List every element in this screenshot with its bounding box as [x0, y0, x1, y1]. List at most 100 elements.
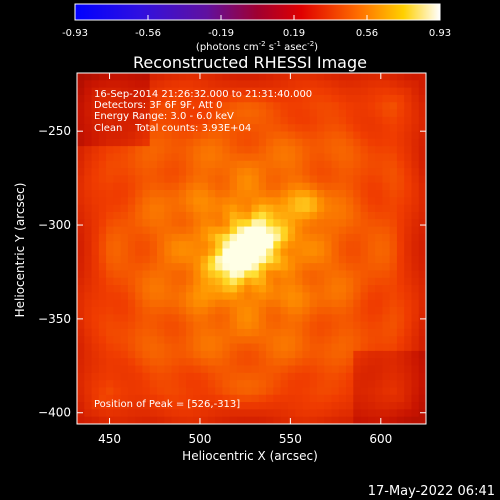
heatmap-cell	[338, 175, 347, 184]
heatmap-cell	[389, 233, 398, 242]
heatmap-cell	[149, 109, 158, 118]
heatmap-cell	[258, 102, 267, 111]
heatmap-cell	[222, 73, 231, 81]
heatmap-cell	[207, 94, 216, 103]
heatmap-cell	[236, 138, 245, 147]
heatmap-cell	[287, 131, 296, 140]
heatmap-cell	[149, 270, 158, 279]
heatmap-cell	[244, 387, 253, 396]
heatmap-cell	[164, 285, 173, 293]
heatmap-cell	[338, 168, 347, 176]
heatmap-cell	[171, 328, 180, 337]
heatmap-cell	[98, 241, 107, 250]
heatmap-cell	[396, 175, 405, 184]
heatmap-cell	[178, 409, 187, 418]
heatmap-cell	[346, 153, 354, 162]
heatmap-cell	[193, 307, 202, 315]
heatmap-cell	[135, 409, 144, 418]
heatmap-cell	[367, 328, 376, 337]
heatmap-cell	[382, 416, 391, 424]
heatmap-cell	[186, 263, 194, 272]
heatmap-cell	[331, 219, 340, 228]
heatmap-cell	[127, 80, 136, 89]
heatmap-cell	[273, 314, 282, 323]
heatmap-cell	[309, 211, 318, 220]
heatmap-cell	[207, 73, 216, 81]
heatmap-cell	[309, 109, 318, 118]
heatmap-cell	[302, 204, 311, 213]
heatmap-cell	[164, 402, 173, 410]
heatmap-cell	[324, 409, 333, 418]
heatmap-cell	[222, 394, 231, 403]
heatmap-cell	[309, 263, 318, 272]
heatmap-cell	[164, 270, 173, 279]
heatmap-cell	[375, 226, 383, 235]
heatmap-cell	[98, 94, 107, 103]
heatmap-cell	[338, 409, 347, 418]
heatmap-cell	[98, 336, 107, 345]
heatmap-cell	[375, 380, 383, 389]
heatmap-cell	[171, 204, 180, 213]
heatmap-cell	[331, 175, 340, 184]
heatmap-cell	[229, 197, 238, 206]
heatmap-cell	[309, 175, 318, 184]
heatmap-cell	[324, 292, 333, 301]
heatmap-cell	[287, 241, 296, 250]
heatmap-cell	[186, 124, 194, 133]
heatmap-cell	[295, 102, 303, 111]
heatmap-cell	[127, 146, 136, 155]
heatmap-cell	[207, 241, 216, 250]
heatmap-cell	[273, 350, 282, 359]
heatmap-cell	[156, 248, 165, 257]
heatmap-cell	[106, 380, 114, 389]
heatmap-cell	[324, 168, 333, 176]
heatmap-cell	[411, 336, 420, 345]
heatmap-cell	[346, 255, 354, 264]
heatmap-cell	[98, 160, 107, 169]
heatmap-cell	[244, 285, 253, 293]
heatmap-cell	[295, 372, 303, 381]
heatmap-cell	[389, 365, 398, 374]
heatmap-cell	[389, 285, 398, 293]
heatmap-cell	[287, 314, 296, 323]
heatmap-cell	[258, 168, 267, 176]
heatmap-cell	[186, 204, 194, 213]
heatmap-cell	[84, 358, 93, 367]
heatmap-cell	[135, 94, 144, 103]
heatmap-cell	[251, 138, 260, 147]
heatmap-cell	[346, 87, 354, 96]
heatmap-cell	[266, 226, 274, 235]
heatmap-cell	[273, 219, 282, 228]
heatmap-cell	[98, 175, 107, 184]
heatmap-cell	[389, 350, 398, 359]
heatmap-cell	[316, 131, 325, 140]
heatmap-cell	[382, 328, 391, 337]
heatmap-cell	[302, 73, 311, 81]
heatmap-cell	[106, 402, 114, 410]
heatmap-cell	[193, 153, 202, 162]
heatmap-cell	[287, 219, 296, 228]
heatmap-cell	[229, 124, 238, 133]
heatmap-cell	[164, 358, 173, 367]
heatmap-cell	[287, 211, 296, 220]
heatmap-cell	[164, 116, 173, 125]
heatmap-cell	[302, 285, 311, 293]
heatmap-cell	[331, 365, 340, 374]
heatmap-cell	[404, 372, 413, 381]
heatmap-cell	[251, 380, 260, 389]
heatmap-cell	[229, 182, 238, 191]
heatmap-cell	[338, 270, 347, 279]
heatmap-cell	[331, 160, 340, 169]
heatmap-cell	[215, 80, 224, 89]
heatmap-cell	[127, 350, 136, 359]
heatmap-cell	[142, 409, 151, 418]
heatmap-cell	[411, 116, 420, 125]
heatmap-cell	[229, 138, 238, 147]
heatmap-cell	[244, 94, 253, 103]
heatmap-cell	[324, 138, 333, 147]
heatmap-cell	[77, 358, 85, 367]
heatmap-cell	[346, 387, 354, 396]
heatmap-cell	[396, 197, 405, 206]
heatmap-cell	[382, 102, 391, 111]
heatmap-cell	[156, 211, 165, 220]
